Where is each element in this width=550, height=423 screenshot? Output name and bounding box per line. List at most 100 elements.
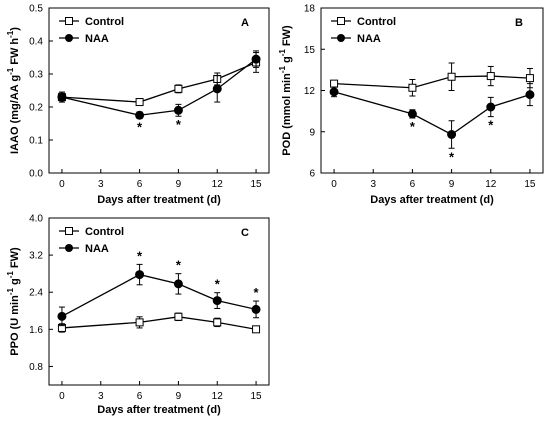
data-point [135,110,145,120]
legend: Control NAA [59,16,124,45]
significance-marker: * [488,118,494,133]
significance-marker: * [137,248,143,263]
x-tick-label: 3 [370,179,376,190]
data-point [135,98,144,107]
legend-item: NAA [59,243,109,255]
significance-marker: * [449,149,455,164]
data-point [525,90,535,100]
data-point [212,84,222,94]
data-point [57,311,67,321]
x-axis-label: Days after treatment (d) [97,194,221,206]
y-axis-label: PPO (U min-1 g-1 FW) [6,247,21,356]
y-tick-label: 1.6 [29,325,43,336]
y-tick-label: 15 [304,45,316,56]
y-tick-label: 9 [309,127,315,138]
legend-marker [65,17,73,25]
x-tick-label: 9 [449,179,455,190]
x-tick-label: 0 [331,179,337,190]
series-line [333,91,531,136]
legend-marker [65,227,73,235]
y-axis-label: POD (mmol min-1 g-1 FW) [278,25,293,156]
plot-frame [320,7,544,174]
y-tick-label: 3.2 [29,251,43,262]
plot-frame [48,217,270,386]
x-tick-label: 9 [176,179,182,190]
data-point [174,84,183,93]
y-tick-label: 0.5 [29,4,43,15]
data-point [447,72,456,81]
significance-marker: * [176,117,182,132]
legend: Control NAA [331,16,396,45]
data-point [486,102,496,112]
series-control [57,312,261,334]
y-tick-label: 0.3 [29,70,43,81]
series-line [61,61,257,103]
legend-item: NAA [331,33,381,45]
y-tick-label: 0.1 [29,136,43,147]
legend-marker [65,244,73,252]
panel-letter: A [241,17,249,29]
x-tick-label: 15 [250,391,262,402]
legend-item: Control [59,16,124,28]
series-line [334,75,530,89]
x-tick-label: 12 [485,179,497,190]
data-point [329,87,339,97]
y-tick-label: 18 [304,4,316,15]
data-point [252,325,261,334]
x-tick-label: 12 [212,179,224,190]
significance-marker: * [137,120,143,135]
legend-item: NAA [59,33,109,45]
legend-label: Control [85,226,124,238]
data-point [212,296,222,306]
x-tick-label: 15 [250,179,262,190]
x-tick-label: 3 [98,179,104,190]
x-tick-label: 6 [137,179,143,190]
series-naa [329,83,535,149]
legend-label: NAA [357,33,381,45]
legend-label: Control [357,16,396,28]
x-tick-label: 6 [410,179,416,190]
panel-b: 0 3 6 9 12 15 6 9 12 15 18 Days after treatment (d)… [278,4,544,206]
significance-marker: * [254,285,260,300]
y-tick-label: 0.4 [29,37,43,48]
data-point [407,109,417,119]
legend-marker [65,34,73,42]
x-tick-label: 0 [59,391,65,402]
series-naa [57,263,261,327]
data-point [135,318,144,327]
x-tick-label: 0 [59,179,65,190]
series-line [61,273,257,317]
panel-a: 0 3 6 9 12 15 0.0 0.1 0.2 0.3 0.4 0.5 Days after tre… [6,4,270,206]
series-naa [57,50,261,120]
legend-label: NAA [85,243,109,255]
significance-marker: * [410,119,416,134]
y-tick-label: 6 [309,169,315,180]
significance-marker: * [215,277,221,292]
x-tick-label: 6 [137,391,143,402]
panel-letter: B [515,17,523,29]
y-tick-label: 12 [304,86,316,97]
data-point [251,54,261,64]
data-point [251,304,261,314]
data-point [330,79,339,88]
data-point [173,279,183,289]
data-point [525,74,534,83]
y-tick-label: 2.4 [29,288,43,299]
x-axis-label: Days after treatment (d) [370,194,494,206]
legend-marker [337,34,345,42]
series-line [61,316,257,330]
legend-item: Control [59,226,124,238]
significance-marker: * [176,258,182,273]
y-tick-label: 0.2 [29,103,43,114]
y-tick-label: 4.0 [29,214,43,225]
x-tick-label: 3 [98,391,104,402]
data-point [57,92,67,102]
legend-label: NAA [85,33,109,45]
x-tick-label: 9 [176,391,182,402]
legend-item: Control [331,16,396,28]
data-point [174,312,183,321]
data-point [213,318,222,327]
legend-marker [337,17,345,25]
data-point [408,83,417,92]
data-point [486,72,495,81]
